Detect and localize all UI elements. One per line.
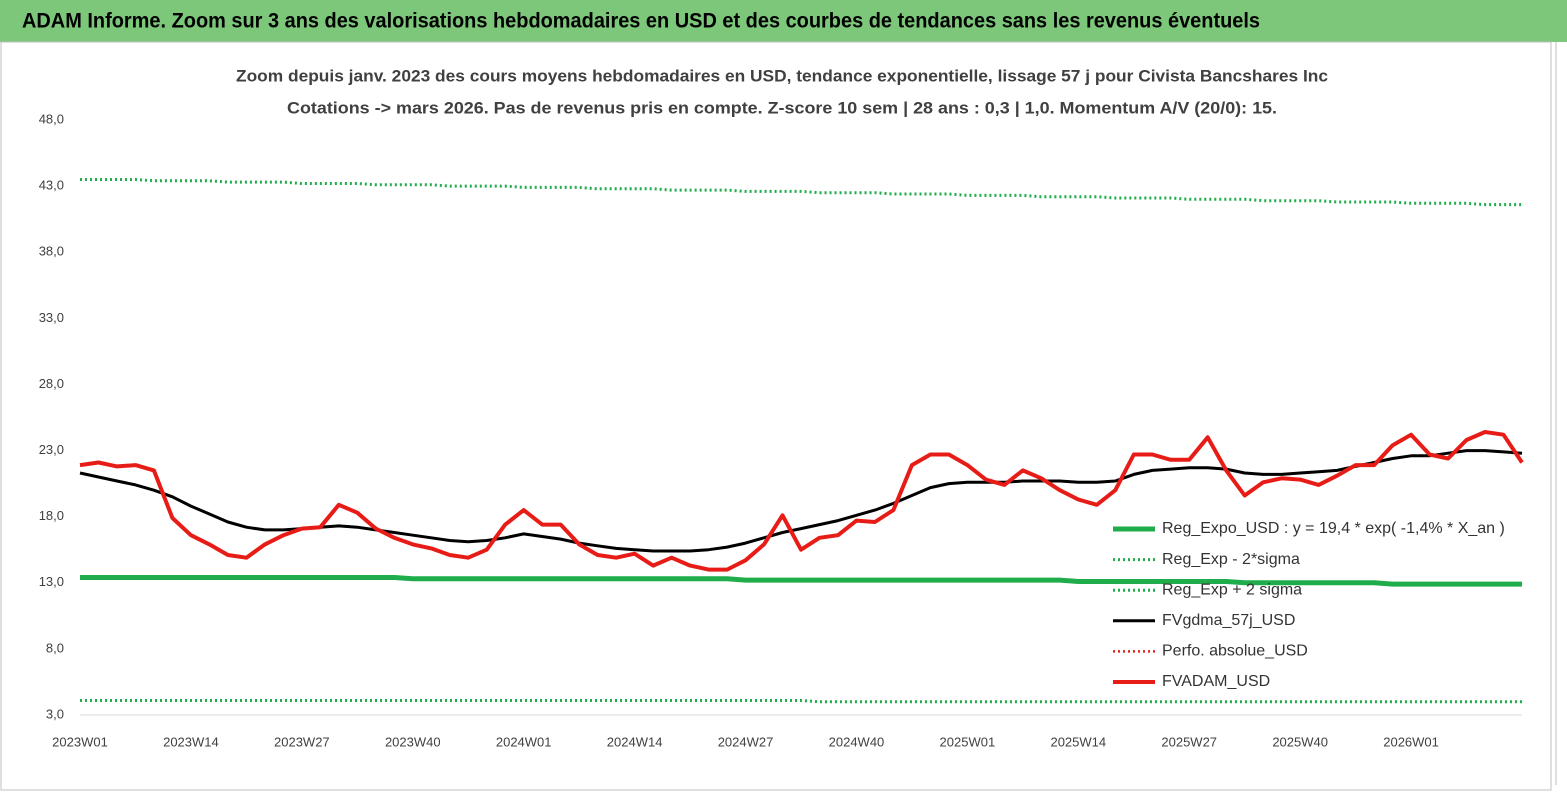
legend-label: Reg_Exp + 2 sigma (1162, 581, 1302, 598)
x-tick-label: 2025W01 (940, 734, 996, 749)
x-tick-label: 2025W14 (1050, 734, 1106, 749)
y-tick-label: 18,0 (39, 508, 64, 523)
chart-frame (0, 41, 1552, 791)
x-tick-label: 2024W14 (607, 734, 663, 749)
series-line (79, 430, 1524, 572)
chart-subtitle: Zoom depuis janv. 2023 des cours moyens … (236, 66, 1328, 85)
x-tick-label: 2023W27 (274, 734, 330, 749)
series-line (80, 575, 1522, 587)
x-tick-label: 2023W14 (163, 734, 219, 749)
x-tick-label: 2025W40 (1272, 734, 1328, 749)
y-tick-label: 33,0 (39, 310, 64, 325)
x-tick-label: 2025W27 (1161, 734, 1217, 749)
x-tick-label: 2024W01 (496, 734, 552, 749)
x-tick-label: 2024W27 (718, 734, 774, 749)
chart-title: ADAM Informe. Zoom sur 3 ans des valoris… (22, 10, 1260, 33)
legend-label: FVgdma_57j_USD (1162, 612, 1295, 629)
series-line (80, 178, 1522, 207)
series-line (80, 699, 1522, 704)
legend-label: Reg_Exp - 2*sigma (1162, 551, 1300, 568)
legend-label: Reg_Expo_USD : y = 19,4 * exp( -1,4% * X… (1162, 520, 1505, 537)
x-tick-label: 2023W40 (385, 734, 441, 749)
chart-subtitle: Cotations -> mars 2026. Pas de revenus p… (287, 98, 1277, 117)
y-tick-label: 3,0 (46, 706, 64, 721)
y-tick-label: 48,0 (39, 111, 64, 126)
y-tick-label: 23,0 (39, 442, 64, 457)
y-tick-label: 38,0 (39, 244, 64, 259)
y-tick-label: 28,0 (39, 376, 64, 391)
y-tick-label: 13,0 (39, 574, 64, 589)
legend-label: FVADAM_USD (1162, 673, 1270, 690)
y-tick-label: 8,0 (46, 640, 64, 655)
y-tick-label: 43,0 (39, 178, 64, 193)
x-tick-label: 2024W40 (829, 734, 885, 749)
header-bar (0, 0, 1567, 42)
legend-label: Perfo. absolue_USD (1162, 643, 1308, 660)
x-tick-label: 2023W01 (52, 734, 108, 749)
x-tick-label: 2026W01 (1383, 734, 1439, 749)
